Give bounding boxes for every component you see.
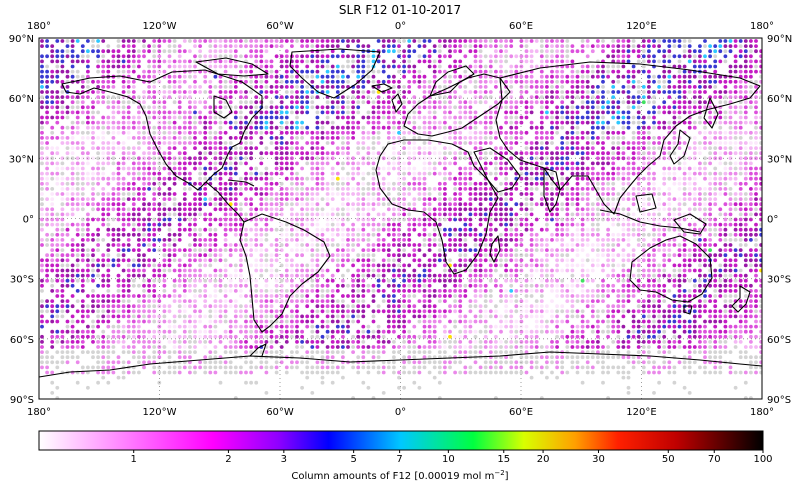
lat-tick-label: 30°N <box>767 154 792 165</box>
coast-antarctic-peninsula <box>249 343 267 357</box>
coast-iceland <box>371 83 393 93</box>
coast-new-guinea <box>673 213 707 235</box>
colorbar-tick-label: 30 <box>592 454 605 465</box>
lat-tick-label: 30°S <box>767 275 791 286</box>
lon-tick-label: 180° <box>27 407 51 418</box>
lon-tick-label: 60°W <box>266 407 294 418</box>
coast-india <box>543 167 561 213</box>
lon-tick-label: 0° <box>395 21 406 32</box>
coast-hudson-bay <box>213 95 233 119</box>
lat-tick-label: 90°S <box>767 395 791 406</box>
colorbar-tick-label: 15 <box>497 454 510 465</box>
colorbar-tick-label: 50 <box>662 454 675 465</box>
colorbar-tick-label: 1 <box>131 454 137 465</box>
lat-tick-label: 30°N <box>9 154 34 165</box>
coast-cuba <box>227 179 255 187</box>
lat-tick-label: 90°S <box>10 395 34 406</box>
coast-kamchatka <box>703 97 719 129</box>
lon-tick-label: 120°W <box>143 21 177 32</box>
map-title: SLR F12 01-10-2017 <box>338 3 462 17</box>
lat-tick-label: 0° <box>23 215 34 226</box>
data-dots-layer <box>40 39 762 399</box>
coast-antarctica <box>39 351 762 378</box>
colorbar-tick-label: 70 <box>708 454 721 465</box>
colorbar: 1 2 3 5 7 10 15 20 30 50 70 100 Column amounts of F… <box>38 430 773 482</box>
lat-tick-label: 90°N <box>767 34 792 45</box>
lon-tick-label: 60°W <box>266 21 294 32</box>
coast-north-america <box>61 69 263 191</box>
coast-borneo <box>635 193 657 213</box>
coast-new-zealand <box>731 285 751 313</box>
lon-tick-label: 180° <box>750 21 774 32</box>
graticule <box>39 38 762 399</box>
lat-tick-label: 60°S <box>767 335 791 346</box>
lat-ticks-left: 90°N 60°N 30°N 0° 30°S 60°S 90°S <box>9 34 34 406</box>
colorbar-tick-label: 7 <box>396 454 402 465</box>
lon-tick-label: 60°E <box>509 21 533 32</box>
lon-tick-label: 180° <box>27 21 51 32</box>
coast-arabia <box>473 147 521 193</box>
lat-tick-label: 90°N <box>9 34 34 45</box>
coast-indonesia <box>599 209 701 233</box>
coast-greenland <box>289 48 381 99</box>
lat-tick-label: 60°S <box>10 335 34 346</box>
coast-europe <box>403 73 511 137</box>
map-frame <box>38 37 763 400</box>
coast-asia <box>495 61 761 215</box>
lon-tick-label: 120°E <box>626 21 656 32</box>
coast-tasmania <box>683 305 693 315</box>
coastlines <box>39 48 762 378</box>
lat-tick-label: 60°N <box>9 94 34 105</box>
lon-ticks-bottom: 180° 120°W 60°W 0° 60°E 120°E 180° <box>27 407 774 418</box>
lat-tick-label: 60°N <box>767 94 792 105</box>
coast-britain <box>391 93 403 113</box>
colorbar-tick-label: 2 <box>225 454 231 465</box>
lon-tick-label: 180° <box>750 407 774 418</box>
lon-tick-label: 60°E <box>509 407 533 418</box>
coast-scandinavia <box>429 65 475 97</box>
colorbar-tick-label: 20 <box>537 454 550 465</box>
coast-madagascar <box>489 235 501 263</box>
colorbar-tick-label: 100 <box>753 454 772 465</box>
lon-tick-label: 120°W <box>143 407 177 418</box>
coast-arctic-islands <box>195 57 269 77</box>
colorbar-tick-label: 3 <box>281 454 287 465</box>
coast-australia <box>629 235 713 303</box>
colorbar-tick-label: 10 <box>442 454 455 465</box>
lat-ticks-right: 90°N 60°N 30°N 0° 30°S 60°S 90°S <box>767 34 792 406</box>
coast-central-america <box>205 181 245 223</box>
coast-japan <box>669 129 691 165</box>
colorbar-ticks: 1 2 3 5 7 10 15 20 30 50 70 100 <box>131 450 773 465</box>
lat-tick-label: 0° <box>767 215 778 226</box>
lon-tick-label: 0° <box>395 407 406 418</box>
coast-africa <box>375 139 499 275</box>
colorbar-label: Column amounts of F12 [0.00019 mol m−2] <box>291 469 508 482</box>
lat-tick-label: 30°S <box>10 275 34 286</box>
colorbar-tick-label: 5 <box>350 454 356 465</box>
lon-ticks-top: 180° 120°W 60°W 0° 60°E 120°E 180° <box>27 21 774 32</box>
colorbar-gradient <box>38 430 764 451</box>
coast-south-america <box>239 213 331 333</box>
lon-tick-label: 120°E <box>626 407 656 418</box>
